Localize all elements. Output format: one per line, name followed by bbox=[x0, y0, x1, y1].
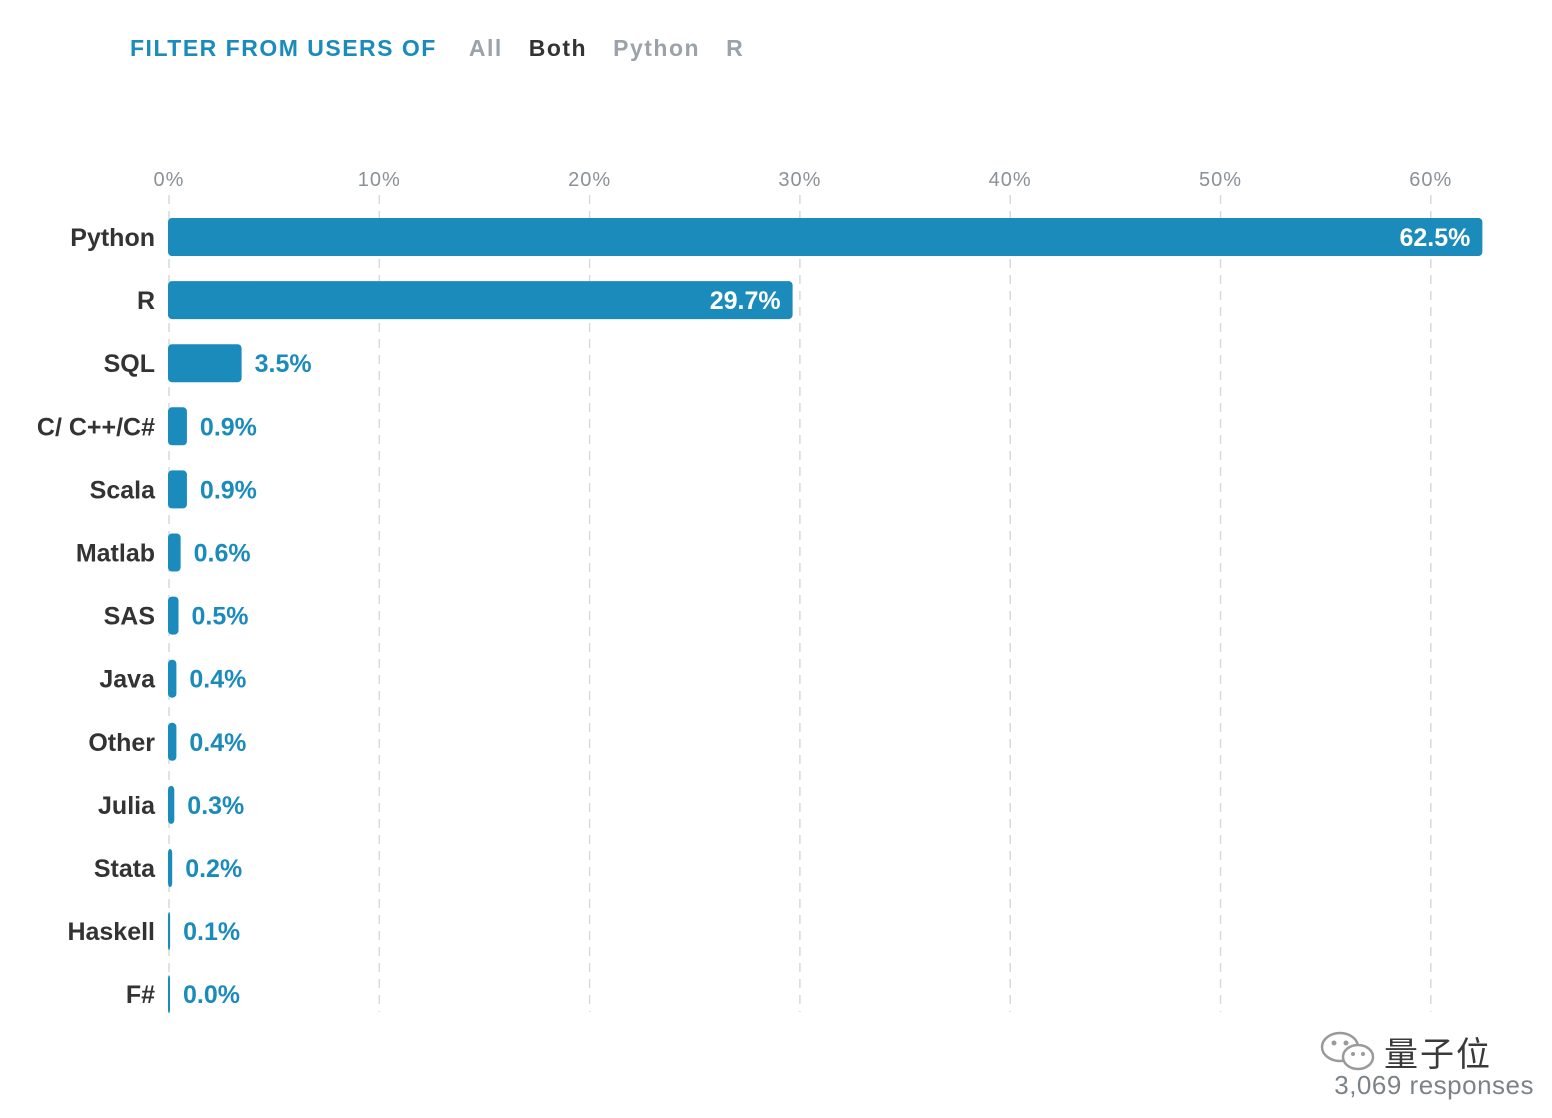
category-label: Julia bbox=[98, 792, 156, 820]
bar bbox=[168, 596, 179, 635]
bar bbox=[168, 849, 173, 887]
value-label: 62.5% bbox=[1399, 224, 1470, 252]
value-label: 0.5% bbox=[192, 603, 249, 631]
category-label: SQL bbox=[104, 350, 155, 378]
response-count: 3,069 responses bbox=[1334, 1070, 1534, 1100]
category-label: Scala bbox=[90, 476, 156, 504]
bar bbox=[168, 722, 177, 761]
value-label: 0.1% bbox=[183, 918, 240, 946]
value-label: 3.5% bbox=[255, 350, 312, 378]
bar-chart: 0% 10% 20% 30% 40% 50% 60% Python 62.5% R 29.7% SQL… bbox=[37, 169, 1483, 1014]
category-label: Python bbox=[70, 224, 155, 252]
category-label: R bbox=[137, 287, 155, 315]
filter-option-both[interactable]: Both bbox=[528, 34, 588, 61]
bar bbox=[168, 470, 187, 509]
tick-label: 60% bbox=[1409, 169, 1452, 191]
bar bbox=[168, 533, 181, 572]
bar bbox=[168, 218, 1483, 256]
bar bbox=[168, 785, 175, 824]
filter-option-python[interactable]: Python bbox=[613, 34, 701, 61]
category-label: Stata bbox=[94, 855, 156, 883]
tick-label: 20% bbox=[568, 169, 611, 191]
value-label: 0.3% bbox=[187, 792, 244, 820]
filter-option-r[interactable]: R bbox=[726, 34, 745, 61]
value-label: 0.0% bbox=[183, 981, 240, 1009]
tick-label: 40% bbox=[989, 169, 1032, 191]
category-label: C/ C++/C# bbox=[37, 413, 155, 441]
watermark-text: 量子位 bbox=[1384, 1034, 1492, 1075]
filter-bar: FILTER FROM USERS OF All Both Python R bbox=[130, 30, 770, 66]
filter-option-all[interactable]: All bbox=[468, 34, 503, 61]
category-label: Matlab bbox=[76, 540, 155, 568]
category-label: F# bbox=[126, 981, 155, 1009]
category-label: Other bbox=[88, 729, 155, 757]
watermark: 量子位 bbox=[1316, 1028, 1492, 1075]
wechat-icon bbox=[1320, 1031, 1375, 1071]
value-label: 29.7% bbox=[710, 287, 781, 315]
value-label: 0.9% bbox=[200, 476, 257, 504]
bar bbox=[168, 407, 187, 446]
category-label: Java bbox=[99, 666, 156, 694]
bar bbox=[168, 659, 177, 698]
value-label: 0.6% bbox=[194, 540, 251, 568]
bar bbox=[168, 344, 242, 383]
tick-label: 30% bbox=[778, 169, 821, 191]
category-label: Haskell bbox=[67, 918, 155, 946]
bar bbox=[168, 975, 170, 1014]
category-label: SAS bbox=[104, 603, 155, 631]
value-label: 0.2% bbox=[185, 855, 242, 883]
tick-label: 10% bbox=[358, 169, 401, 191]
value-label: 0.4% bbox=[189, 729, 246, 757]
tick-label: 50% bbox=[1199, 169, 1242, 191]
tick-label: 0% bbox=[154, 169, 185, 191]
value-label: 0.9% bbox=[200, 413, 257, 441]
filter-label: FILTER FROM USERS OF bbox=[130, 34, 437, 61]
bar bbox=[168, 912, 171, 951]
value-label: 0.4% bbox=[189, 666, 246, 694]
bar bbox=[168, 281, 793, 320]
